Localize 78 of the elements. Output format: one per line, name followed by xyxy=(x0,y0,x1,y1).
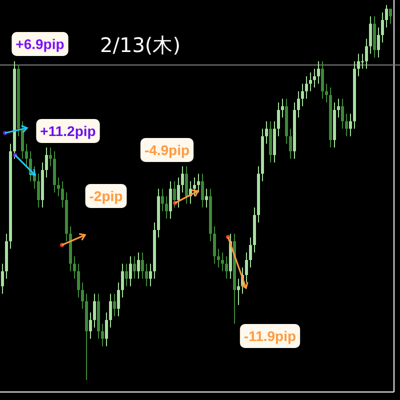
candlestick xyxy=(101,323,104,347)
candlestick xyxy=(305,76,308,100)
candlestick xyxy=(45,147,48,178)
candlestick xyxy=(245,252,248,283)
candlestick xyxy=(61,180,64,208)
candlestick xyxy=(141,252,144,280)
candlestick xyxy=(365,38,368,70)
annotation: +6.9pip xyxy=(16,36,64,52)
candlestick xyxy=(1,263,4,294)
candlestick xyxy=(381,12,384,43)
annotation: -11.9pip xyxy=(244,328,296,344)
candlestick xyxy=(281,98,284,118)
candlestick xyxy=(337,98,340,118)
annotation: -4.9pip xyxy=(140,138,194,162)
text: 2/13(木) xyxy=(100,33,181,57)
candlestick xyxy=(113,293,116,317)
candlestick xyxy=(249,237,252,268)
candlestick xyxy=(277,102,280,137)
candlestick xyxy=(57,177,60,197)
candlestick xyxy=(177,177,180,208)
candlestick xyxy=(125,263,128,287)
candlestick xyxy=(369,16,372,54)
candlestick xyxy=(197,173,200,193)
candlestick xyxy=(309,72,312,92)
annotation: +6.9pip xyxy=(12,32,68,56)
candlestick xyxy=(389,8,392,24)
candlestick xyxy=(265,120,268,144)
candlestick xyxy=(341,98,344,130)
candlestick xyxy=(165,196,168,220)
candlestick xyxy=(205,188,208,208)
candlestick xyxy=(321,60,324,100)
candlestick xyxy=(49,147,52,167)
candlestick xyxy=(377,27,380,58)
candlestick xyxy=(325,83,328,103)
annotation: +11.2pip xyxy=(40,123,96,139)
candlestick xyxy=(193,177,196,197)
candlestick xyxy=(221,252,224,272)
candlestick xyxy=(361,53,364,70)
candlestick xyxy=(89,312,92,340)
candlestick xyxy=(385,4,388,28)
candlestick xyxy=(73,256,76,280)
annotation: +11.2pip xyxy=(36,119,100,143)
candlestick xyxy=(109,293,112,328)
candlestick xyxy=(185,166,188,204)
candlestick xyxy=(217,248,220,268)
candlestick xyxy=(77,263,80,298)
annotation: -4.9pip xyxy=(144,142,190,158)
candlestick xyxy=(297,90,300,118)
candlestick xyxy=(129,256,132,287)
candlestick xyxy=(289,128,292,160)
candlestick xyxy=(37,173,40,208)
candlestick xyxy=(301,83,304,107)
candlestick xyxy=(349,113,352,137)
candlestick xyxy=(137,252,140,280)
candlestick xyxy=(345,113,348,137)
candlestick xyxy=(93,293,96,328)
candlestick xyxy=(181,166,184,193)
candlestick xyxy=(161,188,164,212)
candlestick xyxy=(201,173,204,208)
candlestick xyxy=(225,256,228,280)
candlestick xyxy=(357,53,360,77)
annotation: -2pip xyxy=(89,188,123,204)
annotation: -11.9pip xyxy=(240,324,300,348)
candlestick xyxy=(169,180,172,220)
candlestick xyxy=(81,282,84,310)
candlestick xyxy=(25,143,28,167)
candlestick xyxy=(237,278,240,306)
candlestick xyxy=(21,120,24,160)
annotation: -2pip xyxy=(85,184,127,208)
candlestick xyxy=(317,60,320,84)
candlestick xyxy=(121,263,124,298)
candlestick xyxy=(213,226,216,264)
candlestick xyxy=(117,282,120,317)
candlestick xyxy=(105,312,108,347)
candlestick xyxy=(145,263,148,287)
candlestick xyxy=(313,68,316,88)
candlestick xyxy=(149,263,152,287)
candlestick xyxy=(133,256,136,280)
